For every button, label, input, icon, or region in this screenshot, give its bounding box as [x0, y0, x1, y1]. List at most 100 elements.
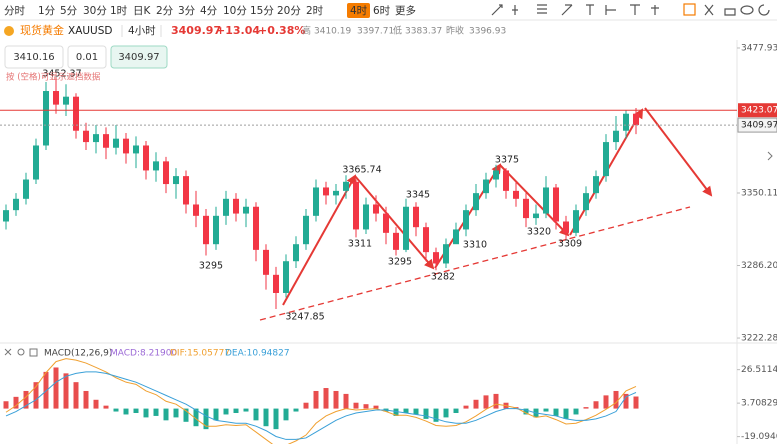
macd-bar	[393, 408, 399, 416]
macd-bar	[173, 408, 179, 418]
indicator-readout: DEA:10.94827	[225, 349, 290, 359]
arrow	[282, 174, 356, 306]
header-price: 3409.97	[171, 24, 221, 37]
candle-body	[593, 176, 599, 194]
header-prev-label: 昨收	[446, 25, 464, 37]
interval-button[interactable]: 更多	[395, 4, 416, 17]
buy-box[interactable]	[110, 45, 168, 69]
interval-button[interactable]: 1分	[38, 5, 56, 17]
macd-bar	[183, 408, 189, 422]
macd-bar	[123, 408, 129, 415]
interval-button[interactable]: 4分	[200, 5, 218, 17]
qty-box[interactable]	[67, 45, 107, 69]
macd-bar	[93, 399, 99, 409]
interval-button[interactable]: 3分	[178, 5, 196, 17]
header-low: 3383.37	[405, 27, 442, 37]
price-annotation: 3295	[199, 261, 223, 272]
candle-body	[283, 261, 289, 293]
macd-bar	[553, 408, 559, 416]
macd-bar	[443, 408, 449, 418]
sell-price[interactable]: 3410.16	[13, 52, 54, 63]
candle-body	[463, 210, 469, 230]
price-tag-label: 3409.97	[741, 121, 777, 131]
candle-body	[203, 215, 209, 245]
arrow	[354, 175, 435, 270]
macd-bar	[323, 388, 329, 409]
candle-body	[573, 210, 579, 233]
candle-body	[543, 187, 549, 214]
candle-body	[273, 274, 279, 293]
candle-body	[343, 181, 349, 191]
candle-body	[83, 130, 89, 143]
price-annotation: 3320	[527, 227, 551, 238]
macd-bar	[153, 408, 159, 416]
macd-bar	[3, 401, 9, 409]
macd-bar	[63, 373, 69, 409]
macd-bar	[253, 408, 259, 421]
macd-bar	[243, 408, 249, 412]
candle-body	[243, 206, 249, 214]
macd-bar	[163, 408, 169, 421]
interval-button[interactable]: 15分	[250, 5, 274, 17]
candle-body	[103, 134, 109, 148]
candle-body	[523, 198, 529, 219]
macd-bar	[583, 407, 589, 409]
interval-button[interactable]: 20分	[277, 5, 301, 17]
interval-button[interactable]: 日K	[133, 5, 151, 17]
buy-price[interactable]: 3409.97	[118, 52, 159, 63]
macd-bar	[33, 382, 39, 409]
y-tick-label: 3.70829	[741, 399, 777, 409]
interval-button[interactable]: 分时	[4, 5, 25, 17]
candle-body	[33, 145, 39, 180]
interval-button[interactable]: 2时	[306, 5, 324, 17]
macd-bar	[113, 408, 119, 412]
interval-button[interactable]: 6时	[373, 5, 391, 17]
candle-body	[473, 193, 479, 211]
expand-icon[interactable]	[767, 151, 773, 161]
candle-body	[623, 113, 629, 131]
candle-body	[393, 232, 399, 250]
macd-bar	[343, 393, 349, 409]
interval-button[interactable]: 5分	[60, 5, 78, 17]
candle-body	[253, 206, 259, 250]
pane-icons[interactable]	[4, 348, 38, 357]
interval-button[interactable]: 2分	[156, 5, 174, 17]
candle-body	[503, 170, 509, 191]
candle-body	[93, 134, 99, 143]
tool-icons[interactable]	[491, 3, 770, 16]
macd-bar	[233, 408, 239, 413]
arrow	[499, 164, 570, 237]
price-annotation: 3282	[431, 272, 455, 283]
macd-bar	[333, 390, 339, 409]
candle-body	[43, 91, 49, 146]
interval-button[interactable]: 1时	[110, 5, 128, 17]
candle-body	[233, 198, 239, 214]
macd-bar	[473, 399, 479, 409]
sell-box[interactable]	[4, 45, 64, 69]
interval-button[interactable]: 4时	[350, 5, 368, 17]
macd-line	[5, 371, 637, 440]
macd-bar	[463, 405, 469, 409]
candle-body	[63, 96, 69, 105]
interval-button[interactable]: 30分	[83, 5, 107, 17]
macd-bar	[23, 390, 29, 409]
macd-bar	[623, 393, 629, 409]
macd-bar	[223, 408, 229, 415]
price-tag-label: 3423.07	[741, 106, 777, 116]
price-annotation: 3375	[495, 155, 519, 166]
macd-bar	[613, 390, 619, 409]
candle-body	[293, 244, 299, 262]
candle-body	[453, 229, 459, 245]
candle-body	[583, 193, 589, 211]
macd-bar	[303, 402, 309, 409]
candle-body	[493, 170, 499, 180]
macd-bar	[43, 371, 49, 409]
macd-bar	[263, 408, 269, 427]
price-annotation: 3295	[388, 257, 412, 268]
price-annotation: 3345	[406, 190, 430, 201]
macd-bar	[453, 408, 459, 413]
macd-bar	[483, 395, 489, 409]
order-qty[interactable]: 0.01	[76, 52, 98, 63]
candle-body	[333, 190, 339, 196]
interval-button[interactable]: 10分	[223, 5, 247, 17]
